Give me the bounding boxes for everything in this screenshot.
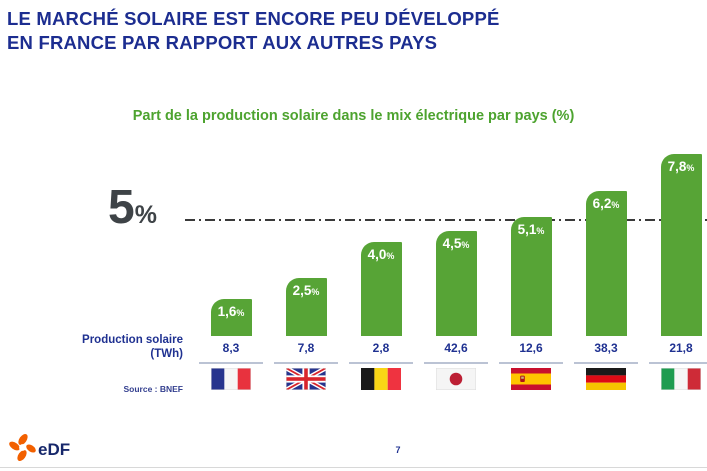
bar-italie: 7,8%: [660, 153, 702, 336]
percent-sign: %: [536, 225, 545, 236]
chart-title: Part de la production solaire dans le mi…: [132, 108, 575, 124]
bar-france: 1,6%: [210, 298, 252, 336]
bar-value-label: 5,1%: [511, 217, 552, 237]
twh-axis-label-line2: (TWh): [150, 348, 183, 360]
twh-value-belgique: 2,8: [372, 341, 390, 355]
twh-value-japon: 42,6: [444, 341, 468, 355]
footer-divider: [0, 467, 707, 468]
belgium-flag-icon: [361, 368, 401, 390]
bar-value-label: 4,0%: [361, 242, 402, 262]
column-divider: [574, 362, 638, 364]
bar-chart: 5% 1,6% 8,3 2,5% 7,8: [0, 140, 707, 392]
twh-value-italie: 21,8: [669, 341, 693, 355]
twh-value-royaume-uni: 7,8: [297, 341, 315, 355]
france-flag-icon: [211, 368, 251, 390]
reference-line-label: 5%: [108, 180, 157, 235]
chart-column-japon: 4,5% 42,6: [424, 140, 488, 392]
source-caption: Source : BNEF: [123, 384, 183, 394]
edf-logo-text: eDF: [38, 440, 70, 459]
slide-title: LE MARCHÉ SOLAIRE EST ENCORE PEU DÉVELOP…: [7, 7, 647, 55]
percent-sign: %: [386, 251, 395, 262]
italy-flag-icon: [661, 368, 701, 390]
twh-axis-label-line1: Production solaire: [82, 334, 183, 346]
bar-belgique: 4,0%: [360, 242, 402, 336]
percent-sign: %: [686, 162, 695, 173]
column-divider: [199, 362, 263, 364]
twh-axis-label: Production solaire (TWh): [60, 333, 183, 361]
slide-title-line2: EN FRANCE PAR RAPPORT AUX AUTRES PAYS: [7, 32, 438, 53]
chart-column-royaume-uni: 2,5% 7,8: [274, 140, 338, 392]
bar-value-label: 2,5%: [286, 278, 327, 298]
page-number: 7: [395, 445, 401, 455]
bar-value: 1,6: [217, 303, 237, 319]
column-divider: [499, 362, 563, 364]
bar-value-label: 7,8%: [661, 154, 702, 174]
bar-value: 7,8: [667, 158, 687, 174]
bar-royaume-uni: 2,5%: [285, 277, 327, 336]
twh-value-allemagne: 38,3: [594, 341, 618, 355]
bar-value-label: 6,2%: [586, 191, 627, 211]
bar-japon: 4,5%: [435, 230, 477, 336]
edf-logo: eDF: [9, 434, 70, 461]
slide-title-line1: LE MARCHÉ SOLAIRE EST ENCORE PEU DÉVELOP…: [7, 8, 500, 29]
column-divider: [274, 362, 338, 364]
twh-value-france: 8,3: [222, 341, 240, 355]
germany-flag-icon: [586, 368, 626, 390]
reference-line: [185, 219, 707, 221]
column-divider: [649, 362, 707, 364]
bar-allemagne: 6,2%: [585, 190, 627, 336]
percent-sign: %: [611, 199, 620, 210]
percent-sign: %: [134, 201, 157, 229]
twh-value-espagne: 12,6: [519, 341, 543, 355]
bar-value: 4,5: [442, 235, 462, 251]
percent-sign: %: [236, 307, 245, 318]
japan-flag-icon: [436, 368, 476, 390]
column-divider: [424, 362, 488, 364]
chart-column-espagne: 5,1% 12,6: [499, 140, 563, 392]
bar-value: 4,0: [367, 247, 387, 263]
chart-column-france: 1,6% 8,3: [199, 140, 263, 392]
percent-sign: %: [311, 286, 320, 297]
bar-value: 5,1: [517, 221, 537, 237]
uk-flag-icon: [286, 368, 326, 390]
chart-column-belgique: 4,0% 2,8: [349, 140, 413, 392]
bar-espagne: 5,1%: [510, 216, 552, 336]
column-divider: [349, 362, 413, 364]
reference-value: 5: [108, 181, 135, 234]
bar-value: 6,2: [592, 195, 612, 211]
bar-value: 2,5: [292, 282, 312, 298]
chart-column-allemagne: 6,2% 38,3: [574, 140, 638, 392]
spain-flag-icon: [511, 368, 551, 390]
bar-value-label: 4,5%: [436, 231, 477, 251]
bar-value-label: 1,6%: [211, 299, 252, 319]
chart-column-italie: 7,8% 21,8: [649, 140, 707, 392]
percent-sign: %: [461, 239, 470, 250]
edf-flame-icon: [9, 434, 36, 461]
